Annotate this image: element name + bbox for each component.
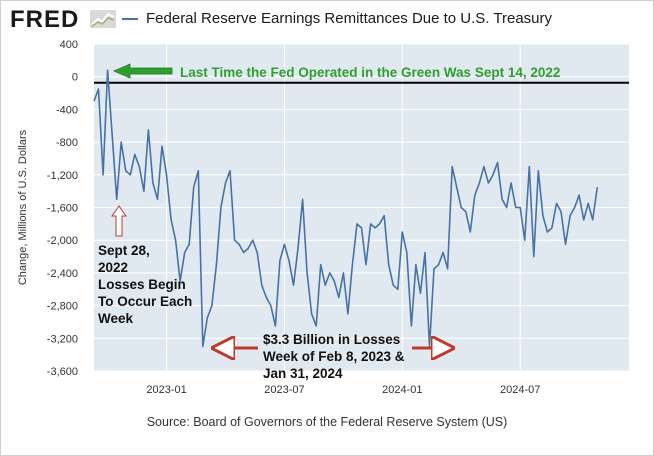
grid-lines xyxy=(94,43,629,372)
y-axis-label: Change, Millions of U.S. Dollars xyxy=(17,129,29,285)
green-arrow-icon xyxy=(113,63,173,79)
annotation-line: 2022 xyxy=(98,260,128,275)
source-note: Source: Board of Governors of the Federa… xyxy=(146,415,508,429)
y-tick-label: 400 xyxy=(60,39,78,51)
y-tick-label: -3,200 xyxy=(47,333,78,345)
y-tick-label: -2,400 xyxy=(47,268,78,280)
legend-swatch xyxy=(122,18,138,20)
x-tick-label: 2024-01 xyxy=(382,384,422,396)
fred-logo[interactable]: FRED xyxy=(10,6,80,33)
annotation-line: $3.3 Billion in Losses xyxy=(263,332,400,347)
y-tick-label: -800 xyxy=(56,137,78,149)
x-tick-labels: 2023-01 2023-07 2024-01 2024-07 xyxy=(146,384,540,396)
y-tick-label: -2,000 xyxy=(47,235,78,247)
y-tick-label: -3,600 xyxy=(47,366,78,378)
annotation-bottom: $3.3 Billion in Losses Week of Feb 8, 202… xyxy=(263,332,405,381)
annotation-top: Last Time the Fed Operated in the Green … xyxy=(180,65,560,80)
y-tick-label: -2,800 xyxy=(47,301,78,313)
y-tick-labels: 400 0 -400 -800 -1,200 -1,600 -2,000 -2,400 -2,8… xyxy=(47,39,78,378)
annotation-line: Losses Begin xyxy=(98,277,186,292)
annotation-line: Jan 31, 2024 xyxy=(263,366,343,381)
y-tick-label: -1,200 xyxy=(47,170,78,182)
fred-logo-graph-icon xyxy=(90,10,116,28)
annotation-line: To Occur Each xyxy=(98,294,192,309)
series-line[interactable] xyxy=(93,69,599,348)
annotation-line: Week of Feb 8, 2023 & xyxy=(263,349,405,364)
y-tick-label: 0 xyxy=(72,72,78,84)
annotation-left: Sept 28, 2022 Losses Begin To Occur Each Wee… xyxy=(98,243,192,326)
x-tick-label: 2023-07 xyxy=(264,384,304,396)
y-tick-label: -1,600 xyxy=(47,203,78,215)
legend-label: Federal Reserve Earnings Remittances Due… xyxy=(146,10,553,27)
annotation-line: Week xyxy=(98,311,134,326)
x-tick-label: 2024-07 xyxy=(500,384,540,396)
x-tick-label: 2023-01 xyxy=(146,384,186,396)
chart-header: FRED Federal Reserve Earnings Remittance… xyxy=(8,6,648,33)
annotation-line: Sept 28, xyxy=(98,243,150,258)
y-tick-label: -400 xyxy=(56,104,78,116)
up-arrow-icon xyxy=(111,205,127,237)
